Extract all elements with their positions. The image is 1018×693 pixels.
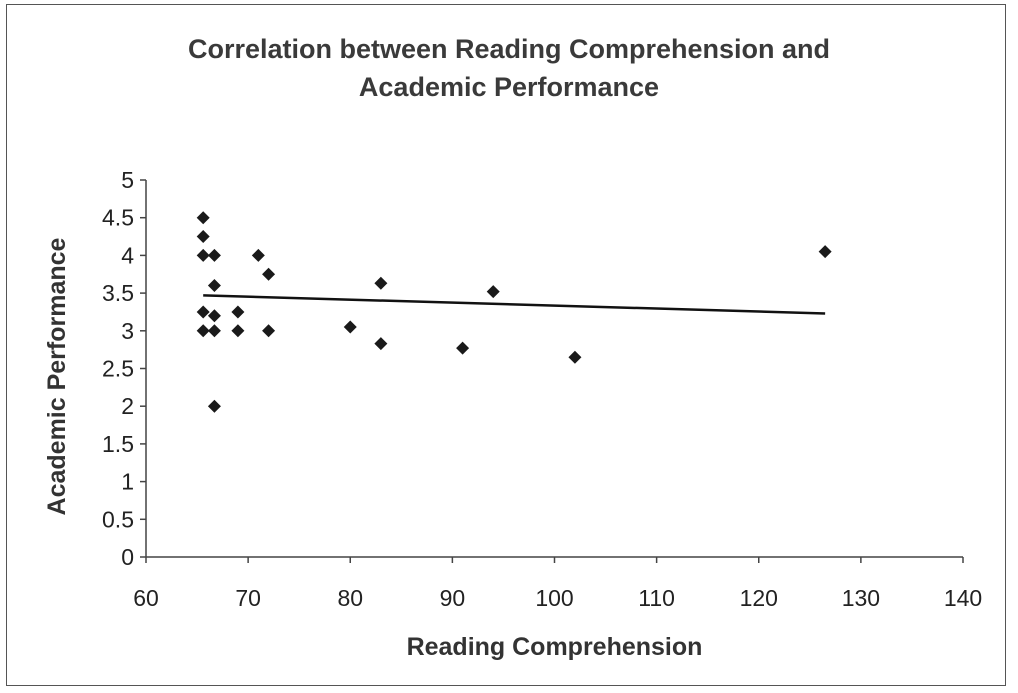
chart-title-line-2: Academic Performance: [358, 72, 660, 102]
data-point: [231, 324, 245, 338]
x-tick-label: 130: [842, 585, 880, 611]
y-tick-label: 0.5: [102, 506, 134, 532]
data-point: [486, 285, 500, 299]
y-tick-label: 0: [121, 544, 134, 570]
x-tick-label: 60: [133, 585, 159, 611]
data-point: [196, 305, 210, 319]
x-tick-label: 80: [337, 585, 363, 611]
chart-title-line-1: Correlation between Reading Comprehensio…: [187, 34, 831, 64]
x-tick-label: 70: [235, 585, 261, 611]
x-tick-label: 140: [944, 585, 982, 611]
data-point: [196, 211, 210, 225]
chart-title: Correlation between Reading Comprehensio…: [0, 30, 1018, 106]
data-point: [207, 399, 221, 413]
data-points: [196, 211, 832, 413]
y-tick-label: 5: [121, 167, 134, 193]
data-point: [456, 341, 470, 355]
y-tick-label: 4: [121, 242, 134, 268]
x-tick-label: 120: [740, 585, 778, 611]
y-tick-label: 1: [121, 469, 134, 495]
data-point: [196, 248, 210, 262]
y-axis-label: Academic Performance: [43, 237, 71, 515]
data-point: [207, 309, 221, 323]
data-point: [343, 320, 357, 334]
data-point: [818, 245, 832, 259]
y-tick-labels: 0 0.5 1 1.5 2 2.5 3 3.5 4 4.5 5: [102, 167, 134, 570]
data-point: [196, 230, 210, 244]
data-point: [262, 267, 276, 281]
y-tick-label: 2.5: [102, 356, 134, 382]
data-point: [374, 276, 388, 290]
data-point: [207, 248, 221, 262]
y-tick-label: 1.5: [102, 431, 134, 457]
x-tick-label: 90: [440, 585, 466, 611]
data-point: [374, 337, 388, 351]
data-point: [262, 324, 276, 338]
data-point: [207, 324, 221, 338]
data-point: [207, 279, 221, 293]
x-axis-label: Reading Comprehension: [407, 633, 703, 661]
x-tick-labels: 60 70 80 90 100 110 120 130 140: [133, 585, 982, 611]
data-point: [231, 305, 245, 319]
data-point: [568, 350, 582, 364]
x-tick-label: 100: [535, 585, 573, 611]
y-tick-label: 3.5: [102, 280, 134, 306]
data-point: [251, 248, 265, 262]
y-tick-label: 3: [121, 318, 134, 344]
y-tick-label: 4.5: [102, 205, 134, 231]
trendline-group: [203, 294, 826, 315]
chart-frame: [6, 4, 1006, 686]
axes: [140, 179, 964, 563]
trendline: [203, 294, 826, 315]
data-point: [196, 324, 210, 338]
y-tick-label: 2: [121, 393, 134, 419]
x-tick-label: 110: [638, 585, 675, 611]
